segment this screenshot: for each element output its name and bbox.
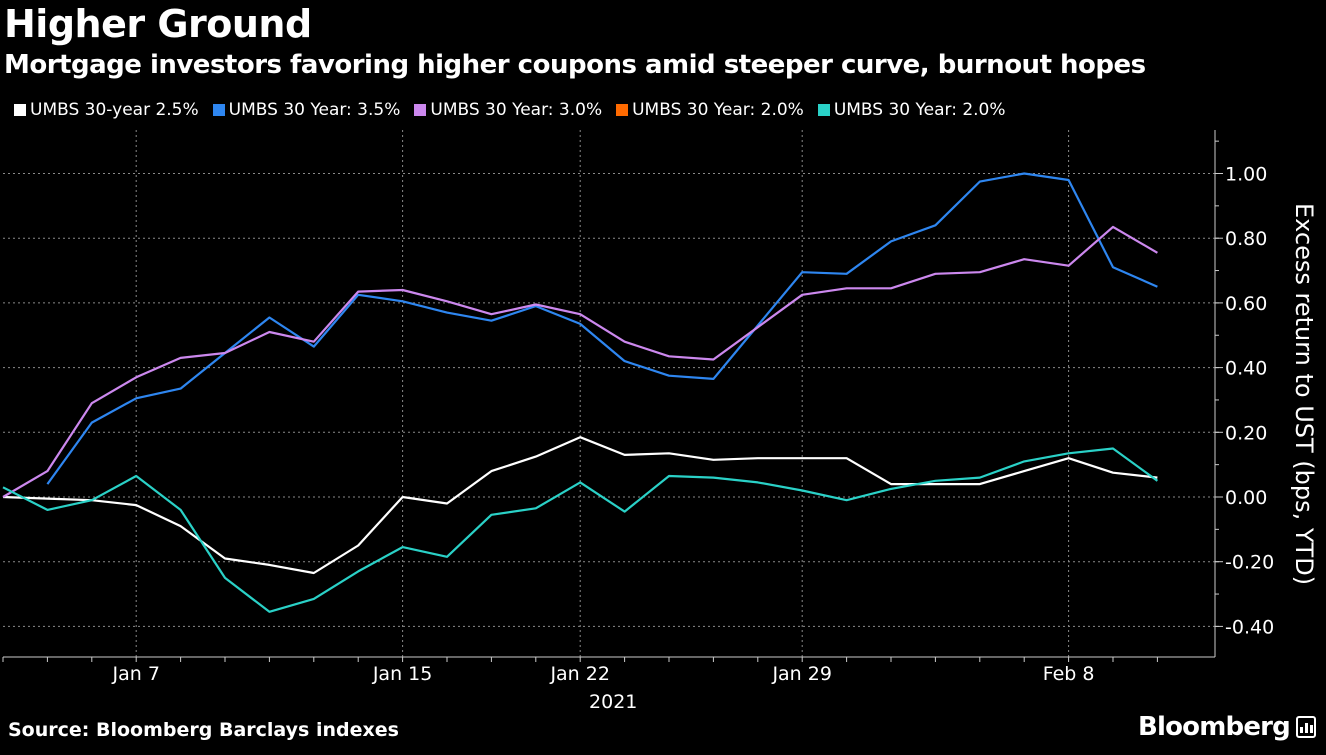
- y-tick-label: 0.20: [1225, 422, 1267, 444]
- series-line-0: [2, 436, 1158, 575]
- y-tick-label: 0.80: [1225, 228, 1267, 250]
- source-note: Source: Bloomberg Barclays indexes: [8, 719, 399, 741]
- brand-logo: Bloomberg: [1138, 712, 1316, 742]
- series-line-2: [2, 225, 1158, 498]
- series-line-1: [46, 172, 1158, 485]
- brand-name: Bloomberg: [1137, 712, 1291, 742]
- legend-swatch: [212, 104, 225, 116]
- chart-subtitle: Mortgage investors favoring higher coupo…: [4, 50, 1146, 80]
- y-tick-label: 0.00: [1225, 487, 1267, 509]
- x-tick-label: Feb 8: [1043, 663, 1095, 685]
- y-tick-label: -0.40: [1225, 616, 1274, 638]
- x-tick-label: Jan 15: [372, 663, 433, 685]
- terminal-icon: [1296, 716, 1316, 738]
- legend-swatch: [616, 104, 629, 116]
- legend-label: UMBS 30 Year: 2.0%: [833, 100, 1006, 120]
- y-tick-label: 1.00: [1225, 164, 1267, 186]
- legend-swatch: [817, 104, 830, 116]
- y-tick-label: -0.20: [1225, 552, 1274, 574]
- legend-label: UMBS 30-year 2.5%: [30, 100, 199, 120]
- legend-item: UMBS 30-year 2.5%: [14, 100, 199, 120]
- y-axis-title: Excess return to UST (bps, YTD): [1290, 203, 1318, 585]
- x-tick-label: Jan 7: [111, 663, 159, 685]
- legend-item: UMBS 30 Year: 3.0%: [414, 100, 602, 120]
- legend-item: UMBS 30 Year: 3.5%: [212, 100, 401, 120]
- series-line-4: [2, 447, 1159, 613]
- legend-label: UMBS 30 Year: 3.5%: [228, 100, 401, 120]
- legend-swatch: [14, 104, 26, 116]
- legend-label: UMBS 30 Year: 2.0%: [632, 100, 804, 120]
- legend: UMBS 30-year 2.5% UMBS 30 Year: 3.5% UMBS …: [14, 100, 1006, 120]
- legend-item: UMBS 30 Year: 2.0%: [616, 100, 804, 120]
- legend-item: UMBS 30 Year: 2.0%: [817, 100, 1006, 120]
- y-tick-label: 0.40: [1225, 358, 1267, 380]
- x-tick-label: Jan 22: [549, 663, 610, 685]
- y-tick-label: 0.60: [1225, 293, 1267, 315]
- legend-label: UMBS 30 Year: 3.0%: [430, 100, 603, 120]
- legend-swatch: [414, 104, 427, 116]
- x-axis-label: 2021: [589, 691, 637, 713]
- chart-title: Higher Ground: [4, 2, 312, 46]
- x-tick-label: Jan 29: [771, 663, 832, 685]
